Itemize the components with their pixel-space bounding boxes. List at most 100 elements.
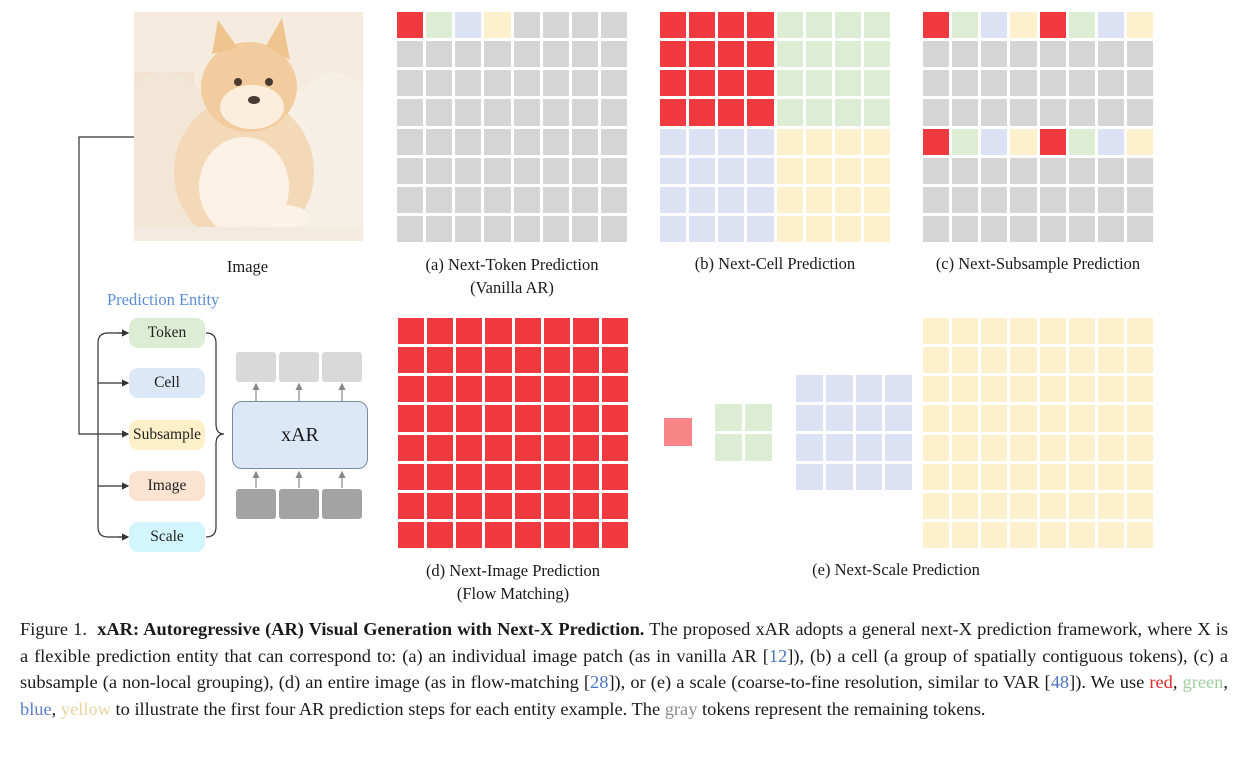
grid-cell bbox=[776, 215, 803, 242]
grid-cell bbox=[484, 12, 511, 39]
grid-cell bbox=[1126, 186, 1153, 213]
grid-cell bbox=[397, 215, 424, 242]
grid-cell bbox=[514, 376, 541, 403]
grid-cell bbox=[398, 492, 425, 519]
caption-ref-12[interactable]: 12 bbox=[768, 645, 788, 666]
grid-cell bbox=[398, 463, 425, 490]
grid-cell bbox=[485, 492, 512, 519]
grid-cell bbox=[745, 404, 772, 431]
grid-cell bbox=[660, 41, 687, 68]
grid-cell bbox=[1097, 521, 1124, 548]
grid-cell bbox=[398, 434, 425, 461]
grid-cell bbox=[863, 128, 890, 155]
grid-cell bbox=[1039, 492, 1066, 519]
grid-cell bbox=[689, 215, 716, 242]
grid-cell bbox=[923, 41, 950, 68]
grid-cell bbox=[885, 434, 912, 461]
xar-model-box: xAR bbox=[232, 401, 368, 469]
grid-cell bbox=[981, 347, 1008, 374]
grid-cell bbox=[1097, 99, 1124, 126]
grid-cell bbox=[805, 41, 832, 68]
grid-cell bbox=[660, 12, 687, 39]
grid-cell bbox=[1010, 70, 1037, 97]
grid-cell bbox=[484, 186, 511, 213]
grid-cell bbox=[601, 521, 628, 548]
grid-cell bbox=[397, 186, 424, 213]
grid-cell bbox=[572, 318, 599, 345]
grid-cell bbox=[981, 12, 1008, 39]
grid-cell bbox=[513, 41, 540, 68]
grid-cell bbox=[456, 463, 483, 490]
grid-cell bbox=[426, 70, 453, 97]
grid-cell bbox=[427, 405, 454, 432]
caption-text-3: ]), or (e) a scale (coarse-to-fine resol… bbox=[608, 672, 1051, 692]
grid-cell bbox=[885, 375, 912, 402]
grid-cell bbox=[1068, 99, 1095, 126]
grid-cell bbox=[485, 434, 512, 461]
grid-cell bbox=[825, 434, 853, 461]
grid-cell bbox=[543, 492, 570, 519]
grid-cell bbox=[776, 157, 803, 184]
entity-scale-chip: Scale bbox=[129, 522, 205, 552]
grid-cell bbox=[952, 70, 979, 97]
scale-4x4-grid bbox=[796, 375, 912, 490]
grid-cell bbox=[600, 99, 627, 126]
grid-cell bbox=[1097, 157, 1124, 184]
caption-fig-number: Figure 1. bbox=[20, 619, 87, 639]
panel-d-title: (d) Next-Image Prediction bbox=[425, 561, 601, 580]
grid-cell bbox=[1039, 186, 1066, 213]
grid-cell bbox=[456, 376, 483, 403]
grid-cell bbox=[1010, 434, 1037, 461]
grid-cell bbox=[1068, 347, 1095, 374]
grid-cell bbox=[513, 99, 540, 126]
grid-cell bbox=[398, 405, 425, 432]
grid-cell bbox=[571, 99, 598, 126]
grid-cell bbox=[1097, 215, 1124, 242]
grid-cell bbox=[885, 404, 912, 431]
grid-cell bbox=[952, 186, 979, 213]
grid-cell bbox=[863, 186, 890, 213]
grid-cell bbox=[397, 12, 424, 39]
grid-cell bbox=[923, 405, 950, 432]
grid-cell bbox=[923, 157, 950, 184]
grid-cell bbox=[1068, 405, 1095, 432]
entity-subsample-chip: Subsample bbox=[129, 420, 205, 450]
grid-cell bbox=[747, 70, 774, 97]
grid-cell bbox=[796, 434, 823, 461]
grid-cell bbox=[981, 318, 1008, 345]
grid-cell bbox=[456, 405, 483, 432]
grid-cell bbox=[514, 434, 541, 461]
grid-cell bbox=[981, 157, 1008, 184]
grid-cell bbox=[805, 12, 832, 39]
grid-cell bbox=[660, 70, 687, 97]
caption-text-2: ]), (b) a cell (a group of spatially con… bbox=[20, 645, 1228, 693]
grid-cell bbox=[747, 41, 774, 68]
grid-cell bbox=[1039, 434, 1066, 461]
grid-cell bbox=[601, 376, 628, 403]
grid-cell bbox=[660, 186, 687, 213]
grid-cell bbox=[923, 521, 950, 548]
grid-cell bbox=[834, 186, 861, 213]
caption-ref-48[interactable]: 48 bbox=[1050, 672, 1070, 692]
grid-cell bbox=[952, 157, 979, 184]
grid-cell bbox=[1010, 99, 1037, 126]
grid-cell bbox=[1068, 41, 1095, 68]
prediction-entity-title: Prediction Entity bbox=[107, 290, 220, 309]
grid-cell bbox=[601, 463, 628, 490]
grid-cell bbox=[484, 128, 511, 155]
grid-cell bbox=[718, 70, 745, 97]
grid-cell bbox=[1010, 186, 1037, 213]
figure-caption: Figure 1. xAR: Autoregressive (AR) Visua… bbox=[20, 616, 1228, 722]
grid-cell bbox=[456, 521, 483, 548]
grid-cell bbox=[805, 70, 832, 97]
grid-cell bbox=[834, 99, 861, 126]
grid-cell bbox=[952, 215, 979, 242]
grid-cell bbox=[485, 521, 512, 548]
grid-cell bbox=[1097, 318, 1124, 345]
grid-cell bbox=[1097, 186, 1124, 213]
caption-ref-28[interactable]: 28 bbox=[590, 672, 609, 692]
grid-cell bbox=[426, 128, 453, 155]
entity-cell-chip: Cell bbox=[129, 368, 205, 398]
grid-cell bbox=[1068, 376, 1095, 403]
grid-cell bbox=[484, 70, 511, 97]
